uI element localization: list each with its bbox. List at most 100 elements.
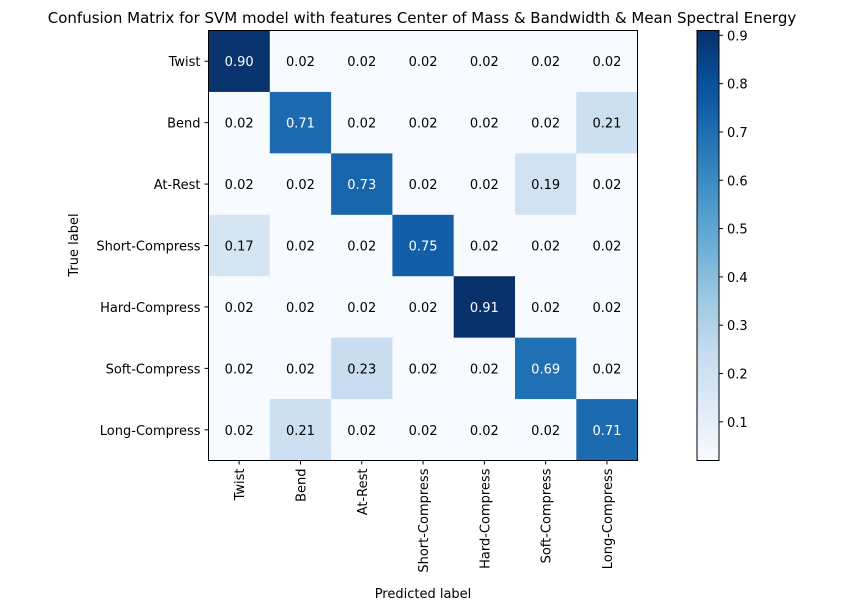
cell-value-label: 0.71 [286, 117, 315, 132]
cell-value-label: 0.02 [470, 240, 499, 255]
cell-value-label: 0.02 [531, 55, 560, 70]
cell-value-label: 0.02 [470, 55, 499, 70]
heatmap-cell [515, 30, 577, 93]
y-tick-label: Short-Compress [96, 240, 200, 255]
heatmap-cell [515, 153, 577, 216]
heatmap-cell [392, 91, 455, 154]
y-tick-label: Long-Compress [100, 424, 201, 439]
y-tick-labels: Twist Bend At-Rest Short-Compress Hard-Compr… [96, 55, 209, 439]
cell-value-label: 0.02 [286, 240, 315, 255]
cell-value-label: 0.02 [225, 178, 254, 193]
heatmap-cell [453, 153, 516, 216]
heatmap-cell [515, 91, 577, 154]
cell-value-label: 0.02 [409, 362, 438, 377]
heatmap-cell [331, 153, 393, 216]
cell-value-label: 0.02 [225, 362, 254, 377]
cell-value-label: 0.02 [470, 178, 499, 193]
heatmap-cell [576, 214, 639, 277]
heatmap-cell [208, 91, 271, 154]
cell-value-label: 0.02 [592, 178, 621, 193]
x-tick-label: Hard-Compress [478, 468, 493, 569]
cell-value-label: 0.02 [592, 55, 621, 70]
x-axis-label: Predicted label [375, 587, 472, 602]
colorbar-tick-label: 0.8 [727, 78, 748, 93]
cell-value-label: 0.75 [409, 240, 438, 255]
x-tick-label: Bend [294, 469, 309, 502]
heatmap-cell [453, 91, 516, 154]
heatmap-cell [576, 399, 639, 462]
cell-value-label: 0.02 [225, 301, 254, 316]
y-tick-label: Hard-Compress [100, 301, 201, 316]
cell-value-label: 0.02 [347, 240, 376, 255]
cell-value-label: 0.02 [592, 362, 621, 377]
cell-value-label: 0.02 [470, 362, 499, 377]
heatmap-cell [208, 399, 271, 462]
cell-value-label: 0.02 [531, 301, 560, 316]
y-tick-label: Twist [168, 55, 201, 70]
heatmap-cell [515, 276, 577, 339]
heatmap-cell [453, 337, 516, 400]
cell-value-label: 0.02 [531, 240, 560, 255]
heatmap-cell [331, 399, 393, 462]
heatmap-cell [392, 276, 455, 339]
heatmap-cell [576, 30, 639, 93]
cell-value-label: 0.02 [347, 117, 376, 132]
cell-value-label: 0.02 [409, 301, 438, 316]
cell-value-label: 0.71 [592, 424, 621, 439]
heatmap-cell [576, 276, 639, 339]
cell-value-label: 0.02 [286, 178, 315, 193]
x-tick-label: Short-Compress [417, 468, 432, 572]
cell-value-label: 0.02 [409, 55, 438, 70]
colorbar-tick-label: 0.3 [727, 319, 748, 334]
cell-value-label: 0.02 [225, 424, 254, 439]
cell-value-label: 0.02 [592, 301, 621, 316]
heatmap-cell [331, 337, 393, 400]
chart-title: Confusion Matrix for SVM model with feat… [48, 9, 797, 27]
colorbar-tick-label: 0.1 [727, 416, 748, 431]
cell-value-label: 0.90 [225, 55, 254, 70]
heatmap-cell [453, 276, 516, 339]
colorbar-tick-label: 0.6 [727, 174, 748, 189]
cell-value-label: 0.19 [531, 178, 560, 193]
heatmap-cell [331, 30, 393, 93]
y-tick-label: Soft-Compress [106, 362, 201, 377]
colorbar-tick-label: 0.4 [727, 271, 748, 286]
colorbar-tick-label: 0.2 [727, 368, 748, 383]
colorbar: 0.1 0.2 0.3 0.4 0.5 0.6 0.7 0.8 0.9 [696, 29, 748, 461]
cell-value-label: 0.02 [225, 117, 254, 132]
cell-value-label: 0.02 [347, 55, 376, 70]
colorbar-gradient [696, 30, 720, 461]
heatmap-cell [269, 276, 332, 339]
cell-value-label: 0.02 [286, 55, 315, 70]
cell-value-label: 0.02 [409, 178, 438, 193]
cell-value-label: 0.02 [592, 240, 621, 255]
x-tick-label: Twist [233, 469, 248, 502]
cell-value-label: 0.02 [286, 362, 315, 377]
cell-value-label: 0.02 [286, 301, 315, 316]
heatmap-cell [515, 214, 577, 277]
heatmap-cell [576, 91, 639, 154]
x-tick-label: Soft-Compress [540, 468, 555, 563]
heatmap-cell [331, 276, 393, 339]
heatmap-cell [392, 337, 455, 400]
cell-value-label: 0.21 [592, 117, 621, 132]
heatmap-cell [392, 214, 455, 277]
heatmap-cell [392, 153, 455, 216]
colorbar-tick-label: 0.7 [727, 126, 748, 141]
colorbar-tick-label: 0.9 [727, 29, 748, 44]
heatmap-cell [453, 214, 516, 277]
heatmap-cell [331, 91, 393, 154]
cell-value-label: 0.21 [286, 424, 315, 439]
cell-value-label: 0.02 [531, 117, 560, 132]
heatmap-cells: 0.90 0.02 0.02 0.02 0.02 0.02 0.02 0.02 0.71 0.02… [208, 30, 639, 462]
x-tick-label: Long-Compress [601, 468, 616, 569]
heatmap-cell [576, 153, 639, 216]
heatmap-cell [269, 214, 332, 277]
heatmap-cell [392, 399, 455, 462]
heatmap-cell [576, 337, 639, 400]
heatmap-cell [269, 337, 332, 400]
heatmap-cell [208, 337, 271, 400]
heatmap-cell [453, 399, 516, 462]
cell-value-label: 0.73 [347, 178, 376, 193]
